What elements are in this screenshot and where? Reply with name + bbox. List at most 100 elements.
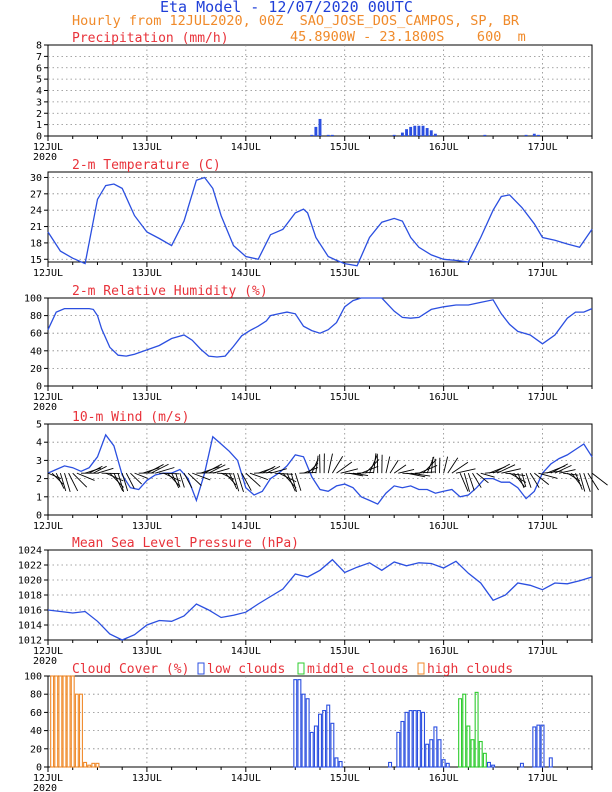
bar [433,133,437,136]
wind-arrow [315,455,319,474]
panel-title: Mean Sea Level Pressure (hPa) [72,536,299,551]
x-tick-label: 17JUL [527,142,557,153]
x-tick-label: 14JUL [231,646,261,657]
bar [301,693,306,768]
bar [482,752,487,768]
x-year-label: 2020 [33,656,57,667]
y-tick-label: 8 [36,41,42,52]
panel-frame [47,675,593,768]
wind-arrow [393,464,407,474]
wind-arrow [484,471,502,474]
wind-arrow [385,456,391,474]
y-tick-label: 100 [24,294,42,305]
wind-arrow [455,468,476,474]
x-tick-label: 16JUL [429,392,459,403]
bar [313,725,318,768]
y-tick-label: 15 [30,255,42,266]
y-tick-label: 21 [30,222,42,233]
wind-arrow [579,473,586,492]
wind-arrow [146,464,164,474]
bar [83,761,88,768]
wind-arrow [406,472,426,478]
x-tick-label: 16JUL [429,268,459,279]
wind-arrow [171,472,180,489]
bar [458,698,463,768]
wind-arrow [418,465,438,474]
wind-arrow [373,453,377,474]
wind-arrow [361,465,379,474]
series-line [47,297,593,358]
bar [417,125,421,136]
wind-arrow [64,473,71,493]
wind-arrow [348,472,364,477]
y-tick-label: 1 [36,492,42,503]
wind-arrow [340,468,359,474]
panel-title: 10-m Wind (m/s) [72,410,189,425]
y-tick-label: 2 [36,109,42,120]
wind-arrow [290,473,297,492]
bar [540,724,545,768]
bar [326,134,330,136]
wind-arrow [497,464,516,474]
y-tick-label: 5 [36,420,42,431]
legend-label: middle clouds [307,662,409,677]
wind-arrow [183,472,193,489]
y-tick-label: 4 [36,438,42,449]
wind-arrow [591,472,608,486]
bar [330,722,335,768]
wind-arrow [410,472,431,477]
x-tick-label: 13JUL [132,646,162,657]
bar [478,740,483,768]
legend-swatch [417,662,425,675]
wind-arrow [179,473,185,488]
wind-arrow [89,465,103,474]
bar [334,757,339,768]
bar [413,125,417,136]
y-tick-label: 60 [30,708,42,719]
y-tick-label: 1020 [18,576,42,587]
wind-arrow [130,472,142,485]
bar [486,761,491,768]
wind-arrow [245,472,261,487]
x-tick-label: 12JUL [33,268,63,279]
chart-subtitle-coordinates: 45.8900W - 23.1800S 600 m [290,29,526,45]
bar [441,759,446,768]
y-tick-label: 20 [30,744,42,755]
wind-arrow [72,472,88,488]
x-tick-label: 17JUL [527,392,557,403]
y-tick-label: 40 [30,346,42,357]
x-tick-label: 15JUL [330,773,360,784]
bar [425,128,429,136]
x-year-label: 2020 [33,783,57,792]
wind-arrow [505,472,526,476]
wind-arrow [175,473,181,488]
wind-arrow [212,468,230,474]
wind-arrow [587,472,599,491]
bar [536,724,541,768]
x-tick-label: 14JUL [231,142,261,153]
wind-arrow [447,457,459,474]
bar [91,762,96,768]
wind-arrow [150,463,169,474]
wind-arrow [398,469,415,474]
x-tick-label: 17JUL [527,646,557,657]
x-year-label: 2020 [33,402,57,413]
x-tick-label: 16JUL [429,521,459,532]
wind-arrow [266,465,281,474]
wind-arrow [521,473,527,488]
bar [429,130,433,136]
y-tick-label: 6 [36,63,42,74]
x-year-label: 2020 [33,152,57,163]
bar [400,720,405,768]
wind-arrow [134,472,148,479]
bar [297,679,302,768]
wind-arrow [336,461,353,474]
bar [470,739,475,768]
y-tick-label: 40 [30,726,42,737]
y-tick-label: 2 [36,474,42,485]
wind-arrow [467,472,475,491]
x-tick-label: 15JUL [330,392,360,403]
wind-arrow [529,472,540,488]
bar [310,134,314,136]
